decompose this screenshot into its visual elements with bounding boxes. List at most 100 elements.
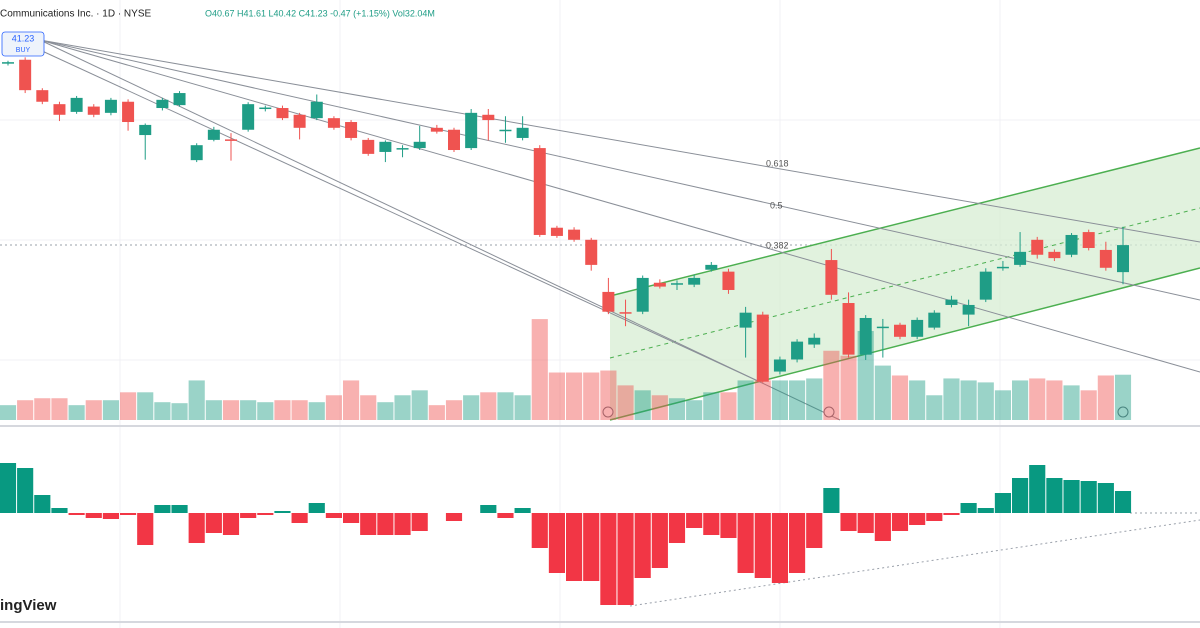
- candle-body: [602, 291, 615, 312]
- oscillator-bar: [497, 513, 514, 518]
- candle-body: [430, 127, 443, 132]
- candle-body: [139, 124, 152, 136]
- candle-body: [894, 324, 906, 337]
- volume-bar: [240, 400, 257, 420]
- candle-body: [156, 99, 169, 109]
- candle-body: [653, 282, 666, 287]
- candle-body: [636, 277, 649, 312]
- volume-bar: [531, 319, 548, 420]
- volume-bar: [445, 400, 463, 420]
- oscillator-bar: [566, 513, 583, 581]
- volume-bar: [171, 403, 188, 420]
- volume-bar: [102, 400, 119, 420]
- candle-body: [259, 107, 272, 110]
- chart-title: Communications Inc. · 1D · NYSE: [0, 9, 151, 20]
- oscillator-bar: [68, 513, 85, 515]
- candle-body: [1099, 249, 1112, 268]
- candle-body: [87, 106, 100, 115]
- volume-bar: [51, 398, 68, 420]
- volume-bar: [0, 405, 17, 420]
- candle-body: [207, 129, 220, 140]
- volume-bar: [548, 372, 565, 420]
- candle-body: [619, 312, 632, 314]
- volume-bar: [891, 375, 909, 420]
- candle-body: [842, 303, 855, 355]
- oscillator-bar: [960, 503, 977, 513]
- fib-label: 0.5: [770, 200, 783, 210]
- volume-bar: [17, 400, 34, 420]
- volume-bar: [686, 400, 703, 420]
- candle-body: [413, 141, 426, 149]
- volume-bar: [566, 372, 583, 420]
- candle-body: [911, 319, 924, 337]
- oscillator-bar: [360, 513, 377, 535]
- candle-body: [276, 108, 289, 119]
- candle-body: [808, 337, 821, 345]
- candle-body: [1065, 234, 1078, 255]
- candle-body: [671, 283, 683, 285]
- ohlc-legend: O40.67 H41.61 L40.42 C41.23 -0.47 (+1.15…: [205, 8, 435, 18]
- volume-bar: [137, 392, 154, 420]
- oscillator-bar: [823, 488, 840, 513]
- fib-label: 0.618: [766, 158, 789, 168]
- oscillator-bar: [394, 513, 411, 535]
- volume-bar: [583, 372, 600, 420]
- oscillator-bar: [668, 513, 686, 543]
- candle-body: [1117, 245, 1129, 273]
- volume-bar: [343, 380, 360, 420]
- oscillator-bar: [240, 513, 257, 518]
- oscillator-bar: [531, 513, 548, 548]
- candle-body: [122, 101, 135, 123]
- candle-body: [104, 99, 117, 113]
- volume-bar: [720, 392, 737, 420]
- oscillator-bar: [1097, 483, 1114, 513]
- volume-bar: [1063, 385, 1080, 420]
- oscillator-bar: [1012, 478, 1029, 513]
- oscillator-bar: [137, 513, 154, 545]
- volume-bar: [703, 392, 720, 420]
- oscillator-bar: [1114, 491, 1132, 513]
- oscillator-trend: [629, 512, 1200, 607]
- oscillator-bar: [411, 513, 428, 531]
- volume-bar: [943, 378, 960, 420]
- candle-body: [773, 359, 786, 372]
- oscillator-bar: [188, 513, 205, 543]
- volume-bar: [668, 398, 686, 420]
- oscillator-bar: [583, 513, 600, 581]
- candle-body: [996, 266, 1009, 269]
- volume-bar: [771, 380, 788, 420]
- oscillator-bar: [651, 513, 668, 568]
- candle-body: [516, 127, 529, 138]
- volume-bar: [600, 370, 617, 420]
- oscillator-bar: [737, 513, 754, 573]
- oscillator-bar: [617, 513, 634, 605]
- volume-bar: [291, 400, 308, 420]
- volume-bar: [754, 380, 771, 420]
- oscillator-bar: [994, 493, 1011, 513]
- candle-body: [825, 260, 838, 295]
- oscillator-bar: [34, 495, 51, 513]
- volume-bar: [994, 390, 1011, 420]
- candle-body: [19, 59, 32, 91]
- price-tag-action: BUY: [16, 47, 31, 54]
- volume-bar: [960, 380, 977, 420]
- volume-bar: [274, 400, 291, 420]
- oscillator-bar: [754, 513, 771, 578]
- volume-bar: [977, 382, 994, 420]
- oscillator-bar: [171, 505, 188, 513]
- candle-body: [499, 129, 512, 132]
- candle-body: [173, 93, 186, 106]
- candle-body: [568, 229, 581, 240]
- volume-bar: [840, 355, 857, 420]
- candle-layer: [2, 57, 1129, 383]
- watermark: ingView: [0, 597, 57, 614]
- oscillator-bar: [857, 513, 874, 533]
- candle-body: [876, 326, 889, 329]
- candle-body: [945, 299, 958, 305]
- candle-body: [722, 271, 735, 290]
- volume-bar: [257, 402, 274, 420]
- oscillator-bar: [1080, 481, 1097, 513]
- volume-bar: [874, 365, 891, 420]
- candle-body: [1031, 239, 1044, 255]
